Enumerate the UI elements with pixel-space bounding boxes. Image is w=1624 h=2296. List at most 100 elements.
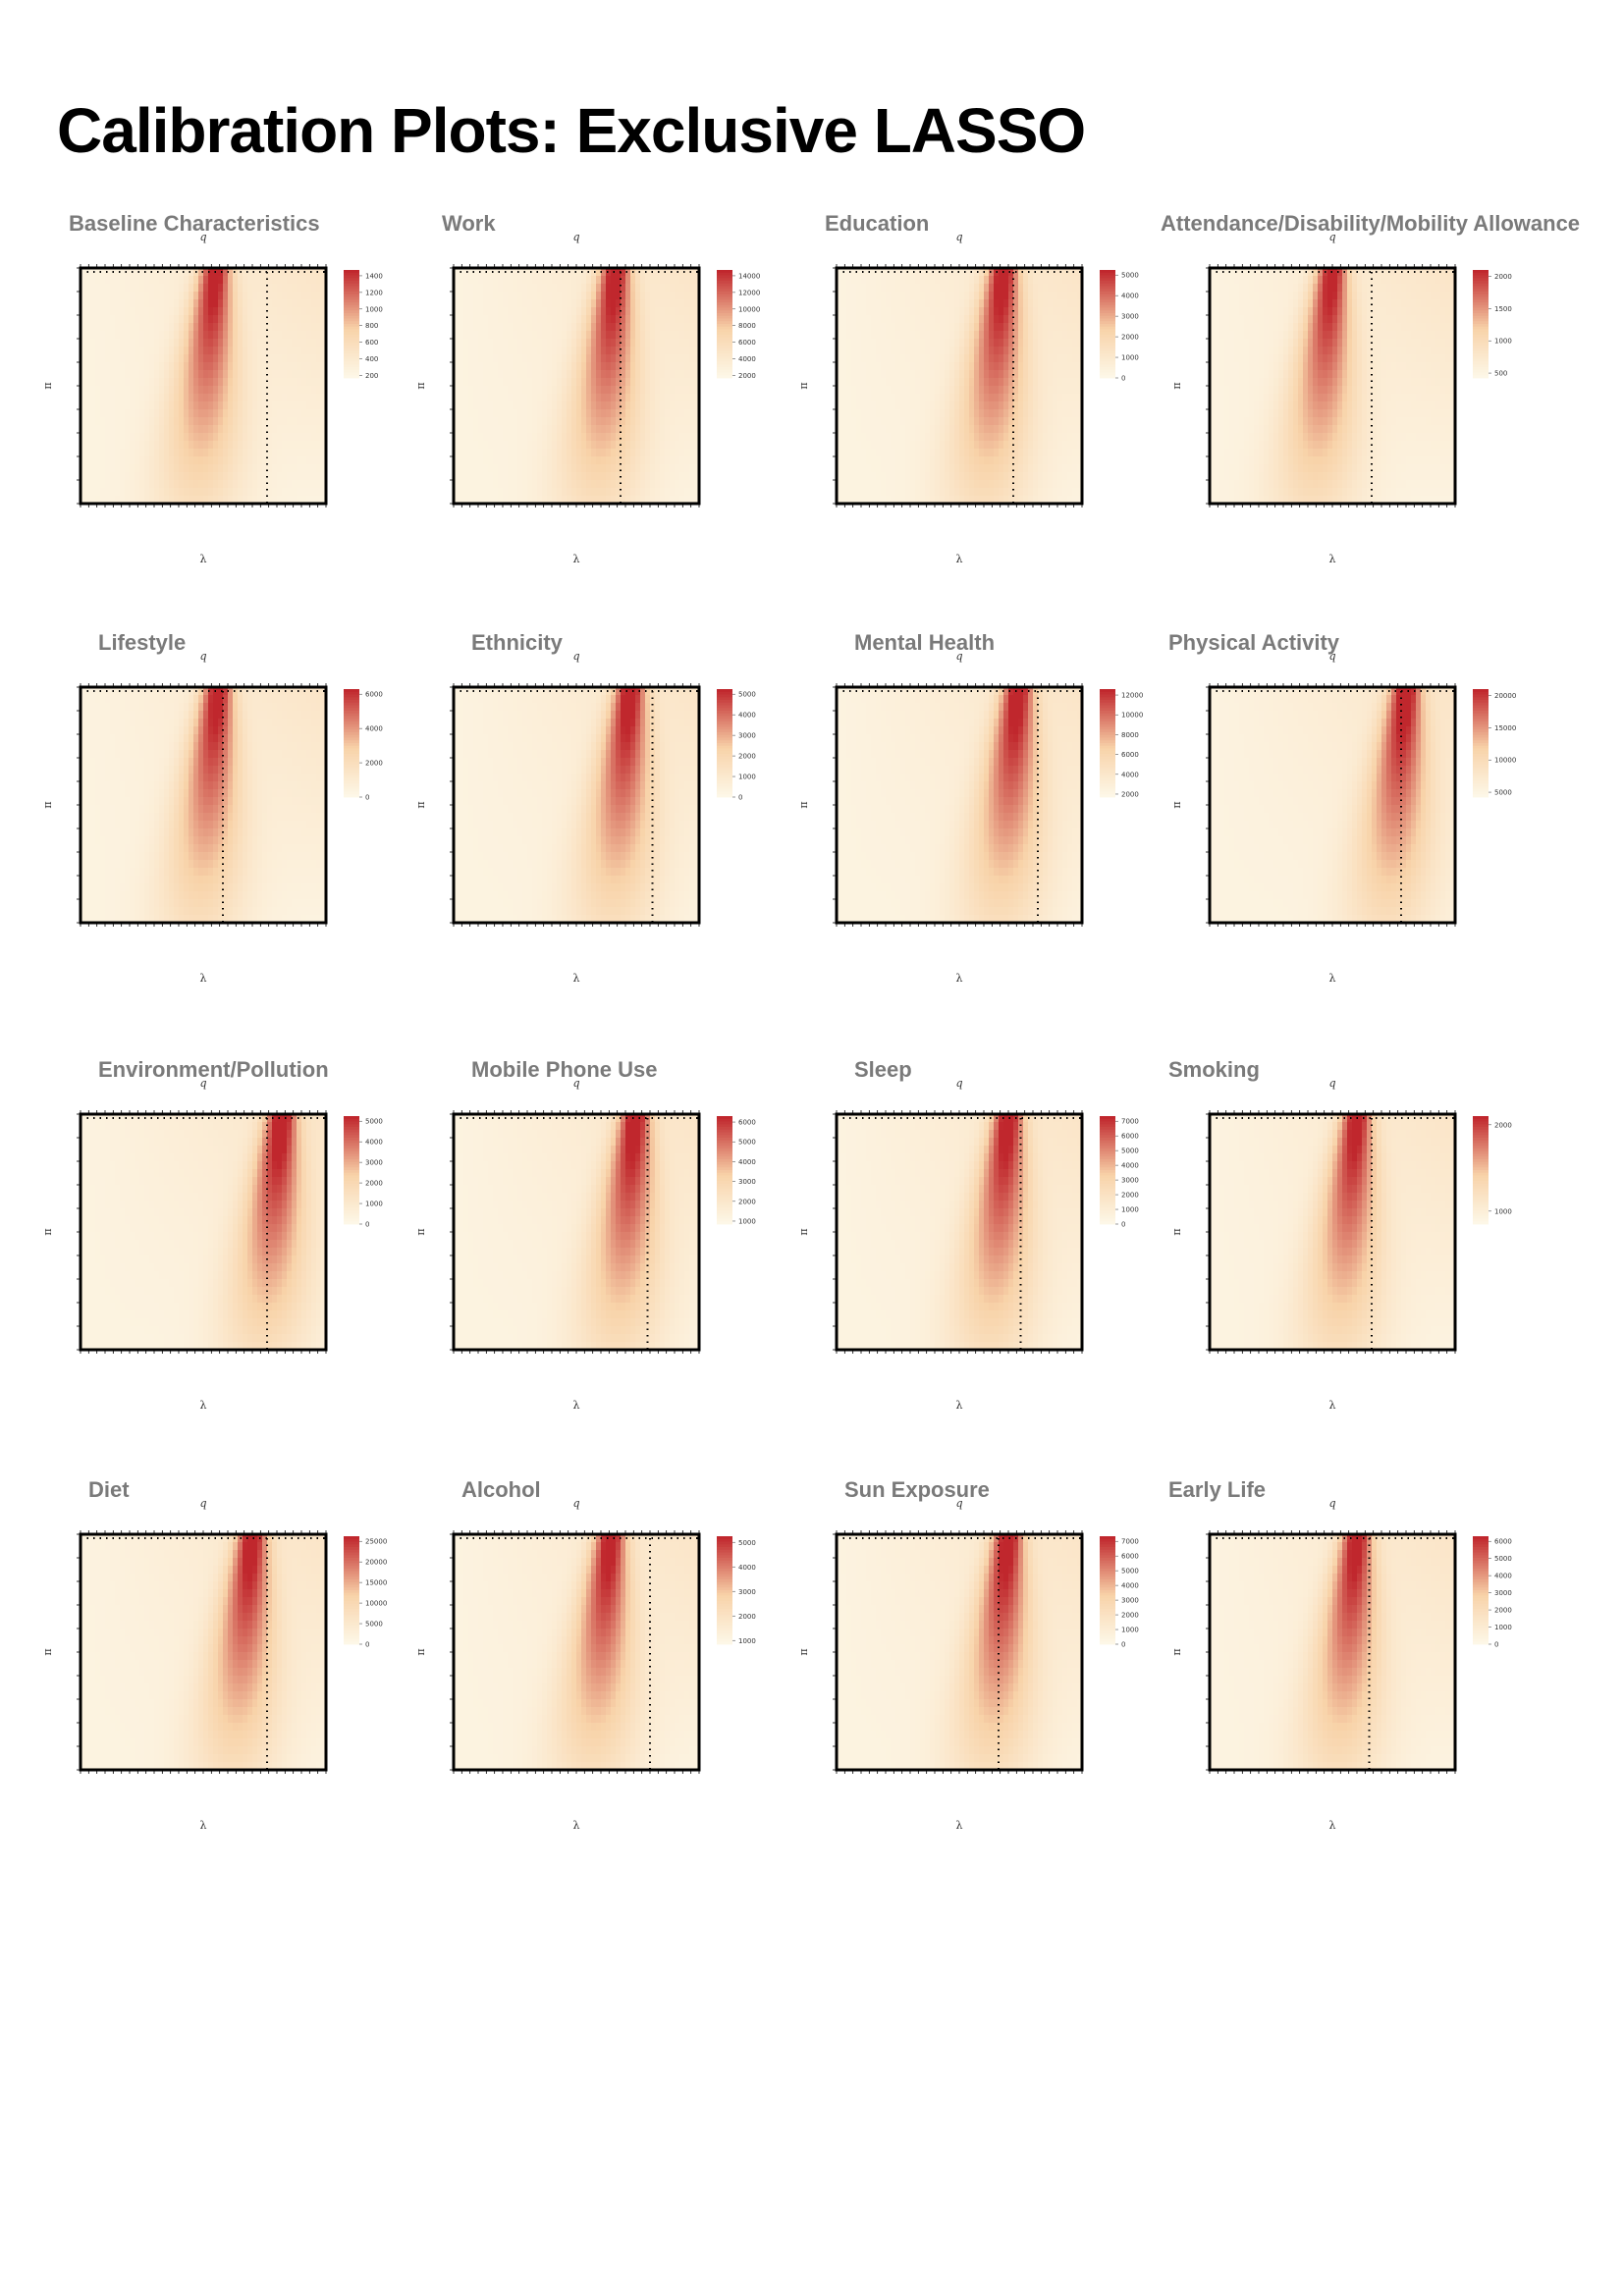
heatmap-cell — [1043, 276, 1049, 285]
colorbar-swatch — [1100, 313, 1115, 317]
heatmap-cell — [130, 362, 135, 371]
heatmap-cell — [930, 441, 936, 450]
heatmap-cell — [95, 339, 101, 347]
heatmap-cell — [655, 307, 661, 316]
heatmap-cell — [1254, 362, 1260, 371]
heatmap-cell — [586, 456, 592, 465]
heatmap-cell — [154, 276, 160, 285]
heatmap-cell — [694, 354, 700, 363]
heatmap-cell — [1215, 464, 1220, 473]
heatmap-cell — [1239, 496, 1245, 505]
heatmap-cell — [1023, 441, 1029, 450]
heatmap-cell — [925, 456, 931, 465]
heatmap-cell — [164, 362, 170, 371]
heatmap-cell — [552, 449, 558, 457]
heatmap-cell — [655, 378, 661, 387]
heatmap-cell — [581, 394, 587, 402]
heatmap-cell — [105, 339, 111, 347]
heatmap-cell — [640, 394, 646, 402]
heatmap-cell — [557, 488, 563, 497]
heatmap-cell — [154, 307, 160, 316]
heatmap-cell — [493, 354, 499, 363]
heatmap-cell — [1008, 433, 1014, 442]
heatmap-cell — [198, 472, 204, 481]
heatmap-cell — [169, 409, 175, 418]
heatmap-cell — [508, 433, 514, 442]
heatmap-cell — [935, 472, 941, 481]
heatmap-cell — [876, 339, 882, 347]
heatmap-cell — [257, 409, 263, 418]
heatmap-cell — [213, 339, 219, 347]
heatmap-cell — [571, 386, 577, 395]
heatmap-cell — [930, 315, 936, 324]
heatmap-cell — [203, 409, 209, 418]
heatmap-cell — [959, 276, 965, 285]
heatmap-cell — [120, 323, 126, 332]
heatmap-cell — [85, 276, 91, 285]
heatmap-cell — [1210, 276, 1216, 285]
colorbar-swatch — [344, 340, 359, 344]
heatmap-cell — [1249, 425, 1255, 434]
heatmap-cell — [974, 496, 980, 505]
heatmap-cell — [905, 339, 911, 347]
heatmap-cell — [694, 315, 700, 324]
heatmap-cell — [1033, 441, 1039, 450]
heatmap-cell — [105, 401, 111, 410]
heatmap-cell — [679, 456, 685, 465]
heatmap-cell — [925, 401, 931, 410]
heatmap-cell — [871, 323, 877, 332]
heatmap-cell — [1048, 480, 1054, 489]
heatmap-cell — [547, 464, 553, 473]
heatmap-cell — [694, 425, 700, 434]
heatmap-cell — [100, 425, 106, 434]
heatmap-cell — [522, 480, 528, 489]
heatmap-cell — [876, 347, 882, 355]
colorbar-swatch — [717, 372, 732, 376]
heatmap-cell — [930, 347, 936, 355]
heatmap-cell — [473, 417, 479, 426]
heatmap-cell — [1013, 394, 1019, 402]
heatmap-cell — [905, 394, 911, 402]
heatmap-cell — [110, 292, 116, 300]
heatmap-cell — [581, 401, 587, 410]
heatmap-cell — [105, 472, 111, 481]
heatmap-cell — [665, 284, 671, 293]
heatmap-cell — [316, 472, 322, 481]
heatmap-cell — [483, 386, 489, 395]
colorbar-swatch — [344, 356, 359, 360]
heatmap-cell — [1259, 394, 1265, 402]
heatmap-cell — [144, 449, 150, 457]
heatmap-cell — [321, 433, 327, 442]
heatmap-cell — [459, 307, 464, 316]
heatmap-cell — [120, 268, 126, 277]
heatmap-cell — [979, 268, 985, 277]
heatmap-cell — [1244, 394, 1250, 402]
heatmap-cell — [1077, 472, 1083, 481]
heatmap-cell — [493, 307, 499, 316]
heatmap-cell — [959, 488, 965, 497]
heatmap-cell — [596, 370, 602, 379]
heatmap-cell — [846, 362, 852, 371]
heatmap-cell — [871, 315, 877, 324]
heatmap-cell — [670, 433, 676, 442]
heatmap-cell — [238, 464, 244, 473]
heatmap-cell — [513, 292, 518, 300]
heatmap-cell — [552, 347, 558, 355]
heatmap-cell — [1053, 315, 1058, 324]
heatmap-cell — [861, 496, 867, 505]
heatmap-cell — [169, 488, 175, 497]
heatmap-cell — [679, 331, 685, 340]
heatmap-cell — [159, 268, 165, 277]
heatmap-cell — [139, 394, 145, 402]
heatmap-cell — [85, 456, 91, 465]
heatmap-cell — [213, 394, 219, 402]
heatmap-cell — [1234, 292, 1240, 300]
heatmap-cell — [999, 378, 1004, 387]
heatmap-cell — [989, 299, 995, 308]
colorbar-tick-label: 1000 — [1121, 354, 1139, 362]
heatmap-cell — [1062, 464, 1068, 473]
heatmap-cell — [517, 425, 523, 434]
heatmap-cell — [537, 354, 543, 363]
heatmap-cell — [179, 315, 185, 324]
heatmap-cell — [891, 386, 896, 395]
